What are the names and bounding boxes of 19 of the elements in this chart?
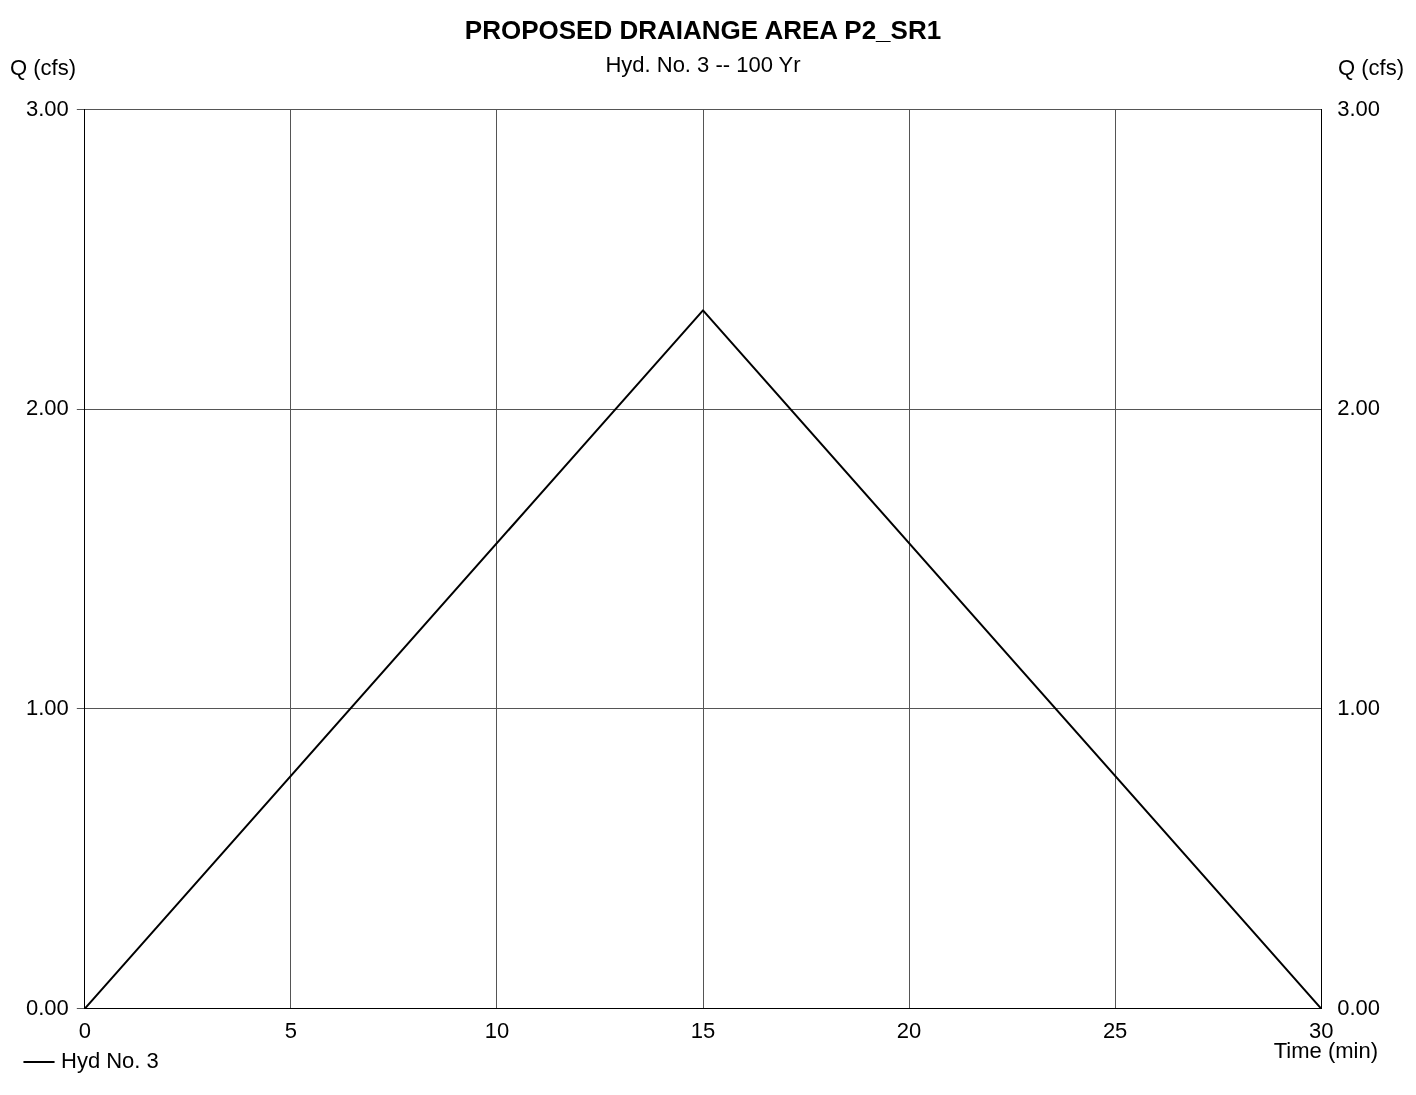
x-tick-label: 15 — [690, 1017, 716, 1043]
chart-subtitle: Hyd. No. 3 -- 100 Yr — [605, 52, 801, 78]
y-tick-label: 0.00 — [25, 994, 69, 1020]
x-tick-label: 5 — [284, 1017, 297, 1043]
y2-tick-label: 3.00 — [1337, 95, 1381, 121]
y-tick-label: 3.00 — [25, 95, 69, 121]
x-tick-label: 10 — [484, 1017, 510, 1043]
y-axis-title: Q (cfs) — [10, 55, 76, 81]
y2-tick-label: 0.00 — [1337, 994, 1381, 1020]
y2-tick-label: 2.00 — [1337, 395, 1381, 421]
chart-title: PROPOSED DRAIANGE AREA P2_SR1 — [464, 14, 942, 45]
x-tick-label: 20 — [896, 1017, 922, 1043]
legend-label: Hyd No. 3 — [61, 1048, 159, 1074]
y-tick-label: 1.00 — [25, 695, 69, 720]
x-tick-label: 25 — [1102, 1017, 1128, 1043]
y-tick-label: 2.00 — [25, 395, 69, 421]
x-tick-label: 0 — [78, 1017, 91, 1043]
y2-tick-label: 1.00 — [1337, 695, 1381, 720]
y2-axis-title: Q (cfs) — [1338, 55, 1404, 81]
